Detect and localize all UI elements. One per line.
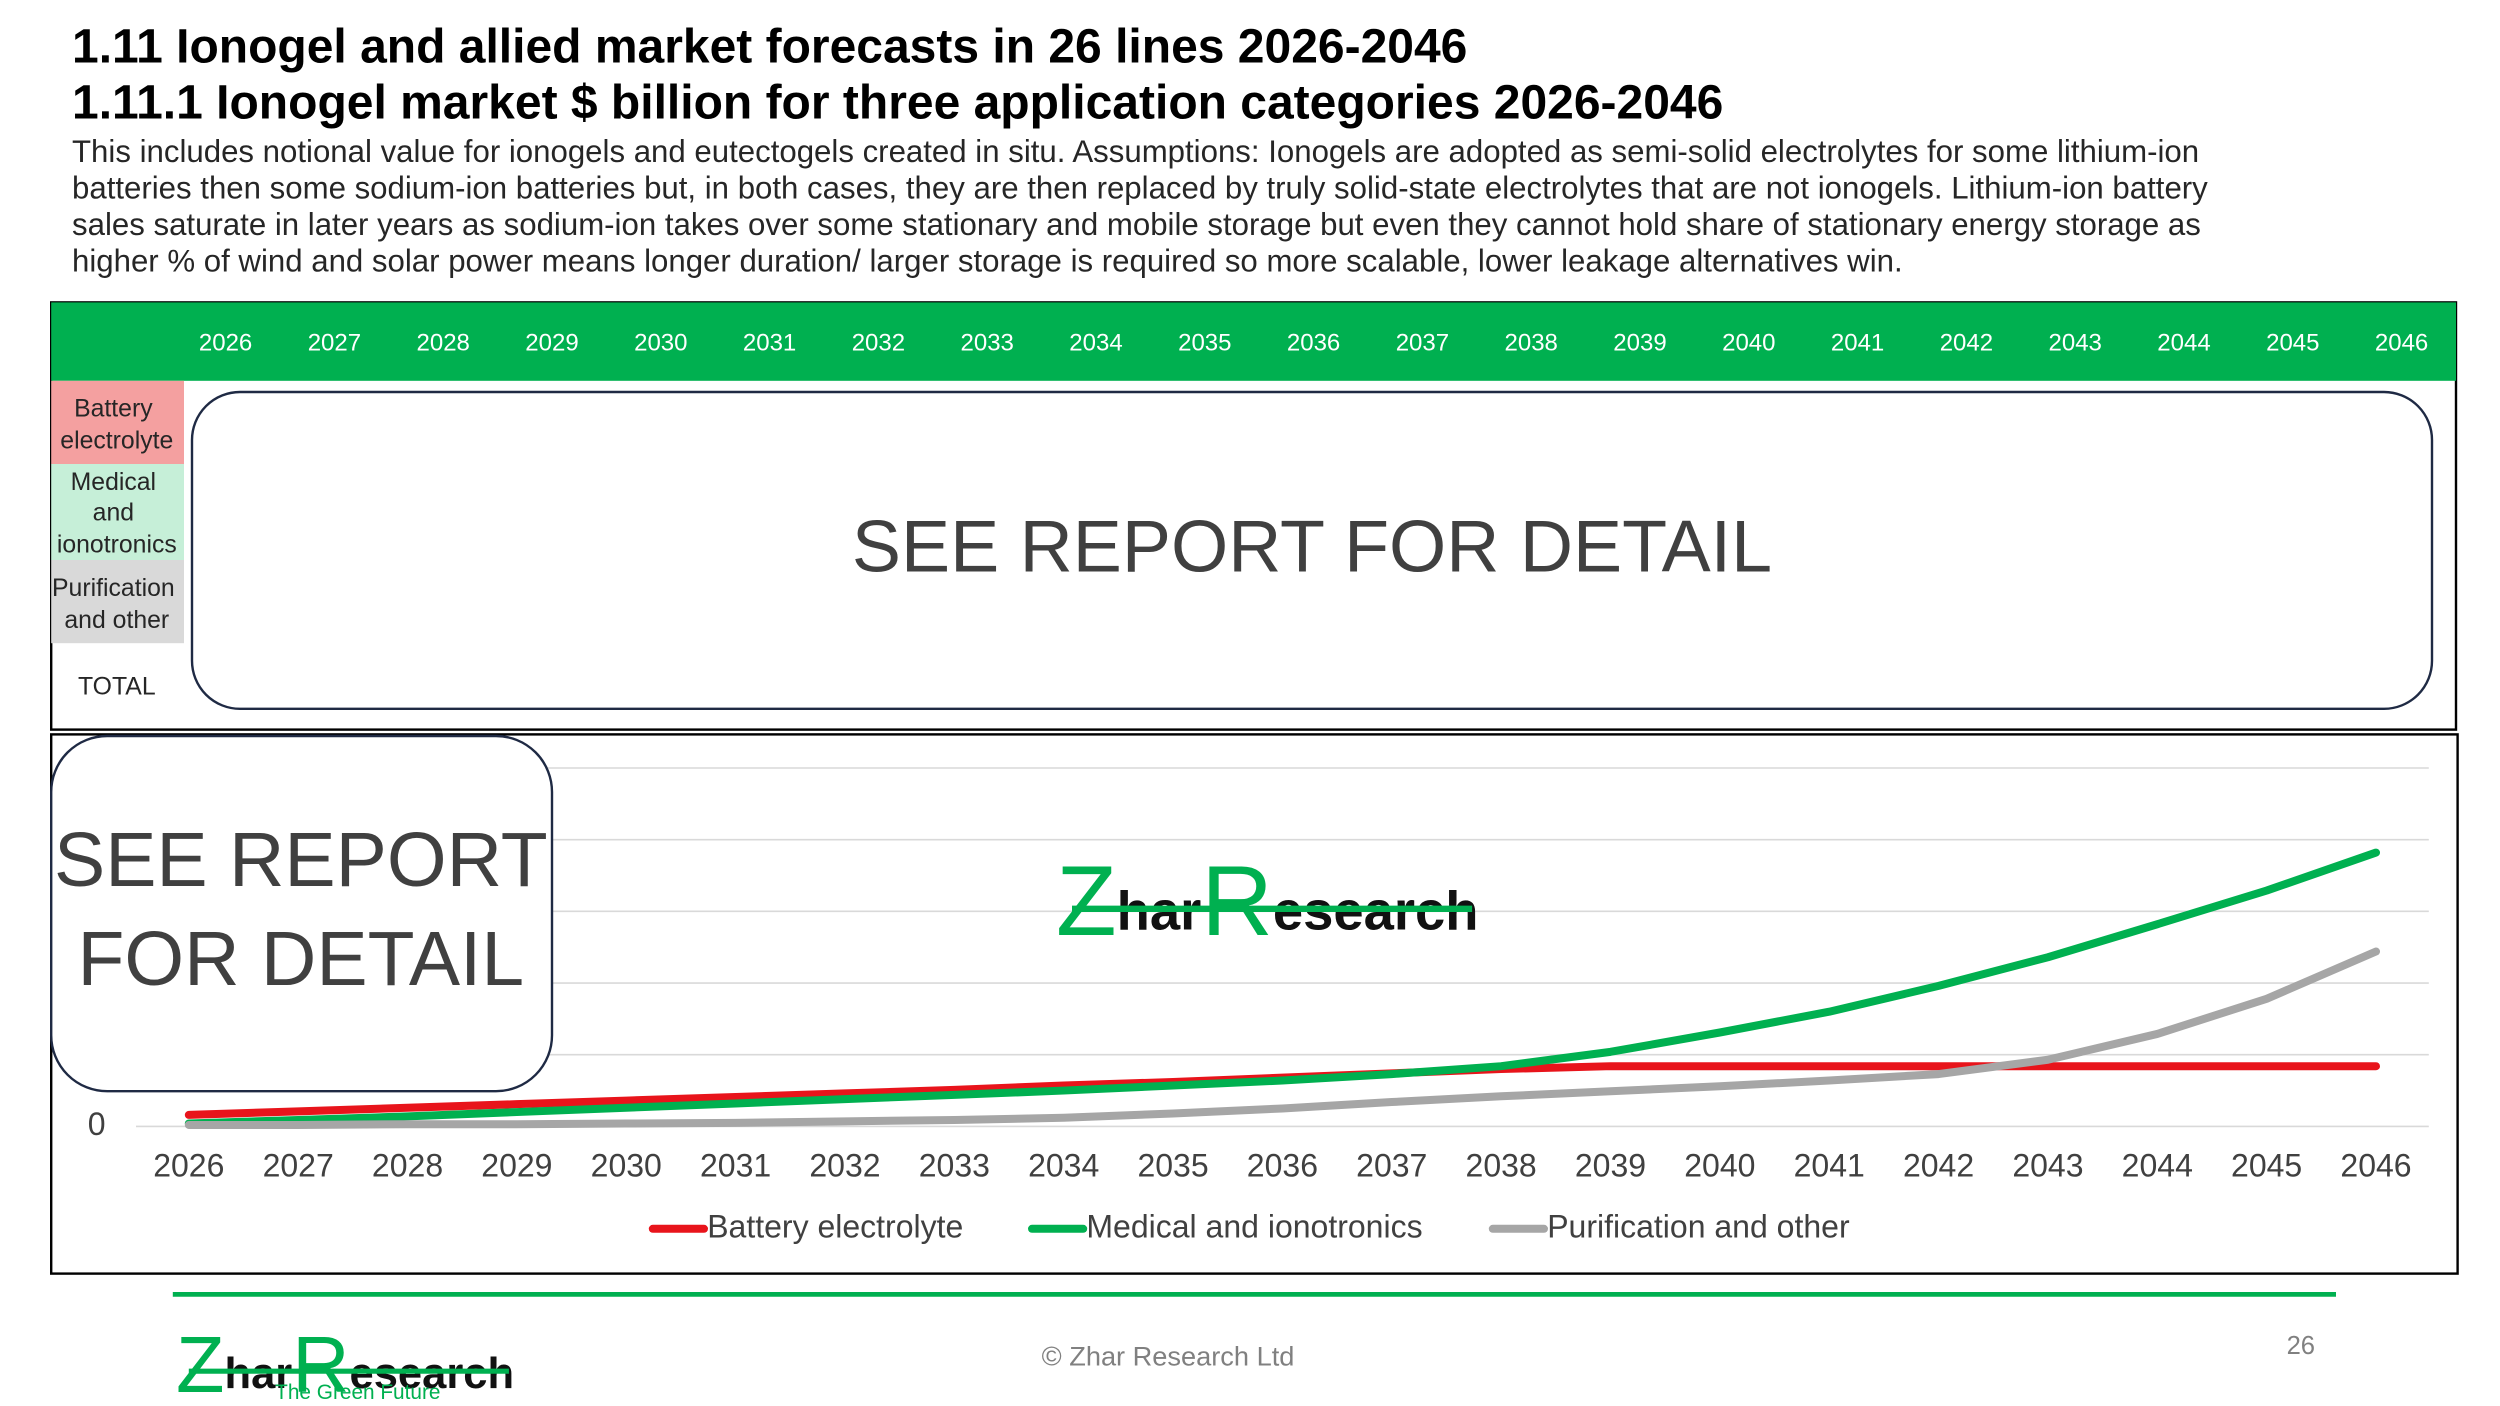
- x-tick-label: 2029: [481, 1147, 552, 1183]
- row-bg: [51, 560, 185, 644]
- overlay-text: SEE REPORT: [54, 817, 548, 903]
- page-number: 26: [2287, 1332, 2315, 1360]
- column-header: 2031: [743, 329, 796, 356]
- column-header: 2028: [417, 329, 470, 356]
- row-label: Battery electrolyte: [60, 395, 173, 454]
- legend-label: Purification and other: [1547, 1208, 1850, 1244]
- table-header-band: [51, 302, 2457, 381]
- column-header: 2034: [1069, 329, 1122, 356]
- column-header: 2038: [1505, 329, 1558, 356]
- subtitle: 1.11.1 Ionogel market $ billion for thre…: [72, 76, 1723, 129]
- x-tick-label: 2035: [1137, 1147, 1208, 1183]
- row-label: TOTAL: [78, 674, 156, 701]
- column-header: 2030: [634, 329, 687, 356]
- x-tick-label: 2033: [919, 1147, 990, 1183]
- column-header: 2032: [852, 329, 905, 356]
- description-line: This includes notional value for ionogel…: [72, 134, 2199, 169]
- x-tick-label: 2042: [1903, 1147, 1974, 1183]
- x-tick-label: 2030: [591, 1147, 662, 1183]
- column-header: 2041: [1831, 329, 1884, 356]
- x-tick-label: 2046: [2340, 1147, 2411, 1183]
- column-header: 2029: [525, 329, 578, 356]
- x-tick-label: 2036: [1247, 1147, 1318, 1183]
- series-line: [184, 947, 2380, 1129]
- column-header: 2044: [2157, 329, 2210, 356]
- x-tick-label: 2045: [2231, 1147, 2302, 1183]
- x-tick-label: 2041: [1794, 1147, 1865, 1183]
- column-header: 2040: [1722, 329, 1775, 356]
- column-header: 2036: [1287, 329, 1340, 356]
- logo-part: esearch: [350, 1350, 515, 1398]
- logo-part: Z: [1056, 846, 1117, 957]
- column-header: 2033: [961, 329, 1014, 356]
- x-tick-label: 2038: [1466, 1147, 1537, 1183]
- logo-part: R: [1201, 846, 1273, 957]
- x-tick-label: 2040: [1684, 1147, 1755, 1183]
- logo-part: har: [224, 1350, 292, 1398]
- column-header: 2035: [1178, 329, 1231, 356]
- column-header: 2026: [199, 329, 252, 356]
- x-tick-label: 2034: [1028, 1147, 1099, 1183]
- y-tick-label: 0: [88, 1106, 106, 1142]
- report-overlay: [190, 390, 2434, 710]
- logo-part: R: [292, 1320, 349, 1406]
- overlay-text: SEE REPORT FOR DETAIL: [852, 504, 1772, 587]
- description-line: sales saturate in later years as sodium-…: [72, 207, 2201, 242]
- column-header: 2037: [1396, 329, 1449, 356]
- column-header: 2039: [1613, 329, 1666, 356]
- legend-label: Battery electrolyte: [707, 1208, 963, 1244]
- series-line: [184, 848, 2380, 1128]
- row-bg: [51, 464, 185, 560]
- column-header: 2027: [308, 329, 361, 356]
- x-tick-label: 2039: [1575, 1147, 1646, 1183]
- row-label: Purification and other: [52, 574, 182, 633]
- x-tick-label: 2044: [2122, 1147, 2193, 1183]
- tagline: The Green Future: [275, 1381, 440, 1404]
- description-line: batteries then some sodium-ion batteries…: [72, 170, 2208, 205]
- x-tick-label: 2043: [2012, 1147, 2083, 1183]
- logo-part: Z: [176, 1320, 224, 1406]
- description-line: higher % of wind and solar power means l…: [72, 243, 1903, 278]
- column-header: 2042: [1940, 329, 1993, 356]
- row-bg: [51, 380, 185, 464]
- row-label: Medical and ionotronics: [57, 469, 177, 558]
- x-tick-label: 2027: [263, 1147, 334, 1183]
- x-tick-label: 2028: [372, 1147, 443, 1183]
- column-header: 2046: [2375, 329, 2428, 356]
- x-tick-label: 2037: [1356, 1147, 1427, 1183]
- x-tick-label: 2031: [700, 1147, 771, 1183]
- x-tick-label: 2026: [153, 1147, 224, 1183]
- title: 1.11 Ionogel and allied market forecasts…: [72, 20, 1467, 73]
- x-tick-label: 2032: [809, 1147, 880, 1183]
- column-header: 2045: [2266, 329, 2319, 356]
- legend-label: Medical and ionotronics: [1086, 1208, 1422, 1244]
- overlay-text: FOR DETAIL: [77, 916, 524, 1002]
- column-header: 2043: [2049, 329, 2102, 356]
- report-overlay: [50, 734, 554, 1093]
- copyright: © Zhar Research Ltd: [1042, 1341, 1295, 1372]
